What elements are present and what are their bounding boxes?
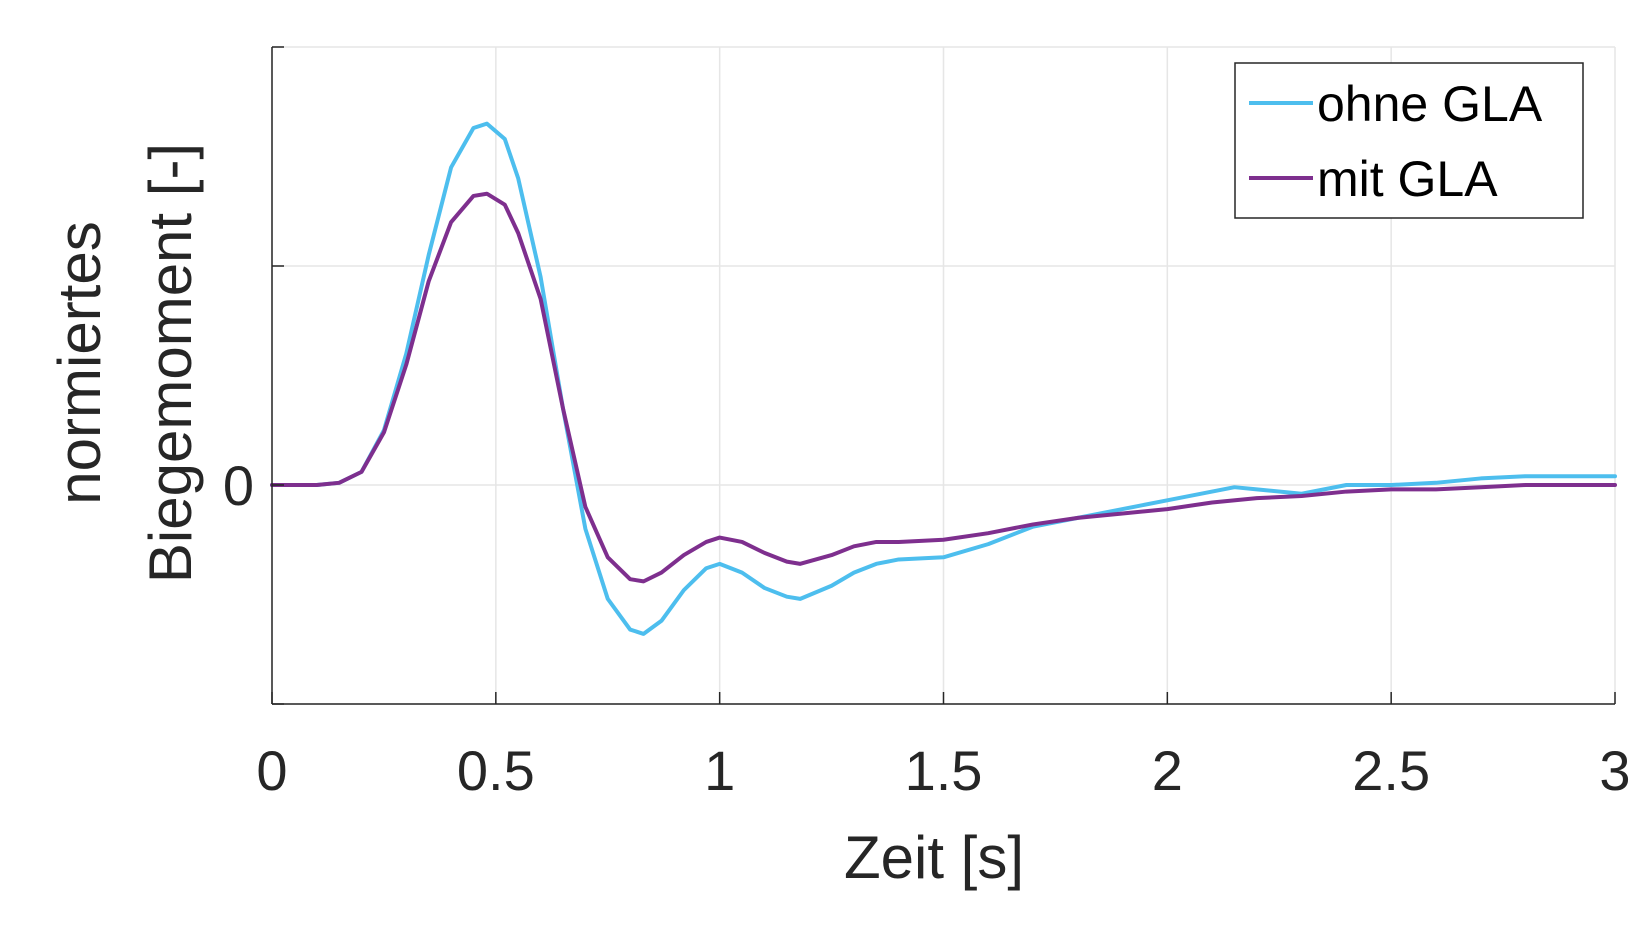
legend-entry-mit-gla: mit GLA <box>1317 151 1498 207</box>
axes <box>271 46 1616 705</box>
series-layer <box>270 121 1617 636</box>
y-axis-label-line2: Biegemoment [-] <box>137 143 204 583</box>
x-tick-label: 0 <box>256 739 287 802</box>
legend: ohne GLA mit GLA <box>1234 62 1584 219</box>
y-axis-label-line1: normiertes <box>46 221 113 504</box>
y-tick-label: 0 <box>223 454 254 517</box>
series-line-mit-gla <box>270 191 1617 584</box>
y-axis-label: normiertes Biegemoment [-] <box>46 143 204 583</box>
legend-box <box>1234 62 1584 219</box>
y-tick-labels: 0 <box>223 454 254 517</box>
series-line-ohne-gla <box>270 121 1617 636</box>
x-tick-label: 2 <box>1152 739 1183 802</box>
x-tick-labels: 0 0.5 1 1.5 2 2.5 3 <box>256 739 1630 802</box>
x-axis-label: Zeit [s] <box>844 824 1024 891</box>
x-tick-label: 0.5 <box>457 739 535 802</box>
x-tick-label: 1.5 <box>905 739 983 802</box>
x-tick-label: 2.5 <box>1352 739 1430 802</box>
legend-entry-ohne-gla: ohne GLA <box>1317 76 1543 132</box>
x-tick-label: 1 <box>704 739 735 802</box>
x-tick-label: 3 <box>1599 739 1630 802</box>
